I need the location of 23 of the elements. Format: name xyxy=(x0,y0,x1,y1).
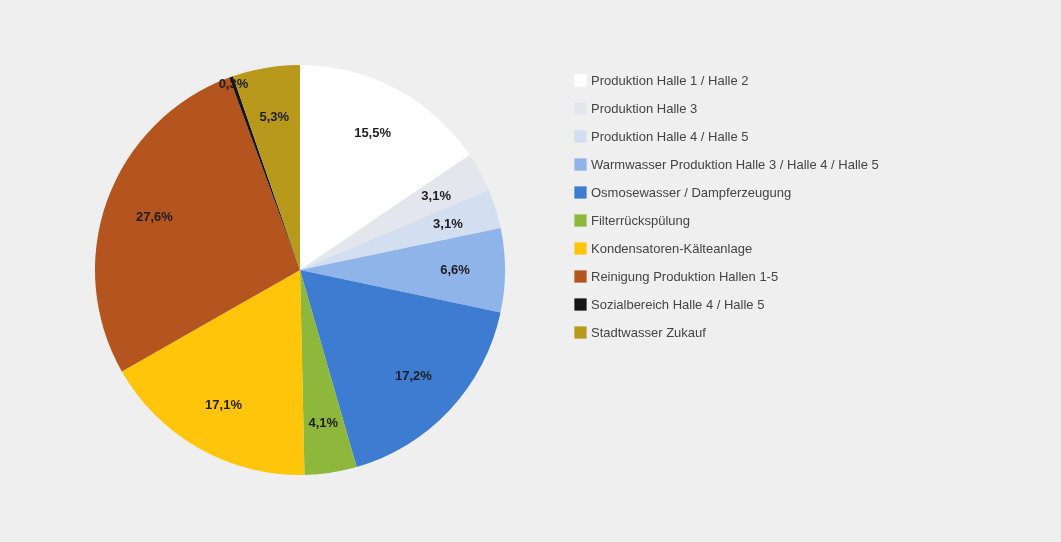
pie-slice xyxy=(121,270,305,475)
data-label: 5,3% xyxy=(259,109,290,125)
data-label: 6,6% xyxy=(440,262,471,278)
data-label: 27,6% xyxy=(135,208,174,224)
legend-label: Produktion Halle 1 / Halle 2 xyxy=(591,72,749,88)
pie-slice xyxy=(300,270,357,475)
legend-label: Kondensatoren-Kälteanlage xyxy=(591,240,753,256)
legend-label: Warmwasser Produktion Halle 3 / Halle 4 / Halle 5 xyxy=(591,156,879,172)
data-label: 15,5% xyxy=(354,125,392,141)
pie-slice xyxy=(300,228,505,313)
legend-label: Produktion Halle 3 xyxy=(591,100,698,116)
legend-label: Produktion Halle 4 / Halle 5 xyxy=(591,128,749,144)
data-label: 4,1% xyxy=(308,415,339,431)
legend-label: Sozialbereich Halle 4 / Halle 5 xyxy=(591,296,765,312)
legend-label: Filterrückspülung xyxy=(591,212,690,228)
data-label: 3,1% xyxy=(421,187,452,203)
pie-slice xyxy=(95,77,300,372)
legend-label: Stadtwasser Zukauf xyxy=(591,324,707,340)
data-label: 3,1% xyxy=(433,215,464,231)
legend-label: Osmosewasser / Dampferzeugung xyxy=(591,184,792,200)
data-label: 17,2% xyxy=(394,367,433,383)
data-label: 17,1% xyxy=(205,396,243,412)
legend-label: Reinigung Produktion Hallen 1-5 xyxy=(591,268,779,284)
